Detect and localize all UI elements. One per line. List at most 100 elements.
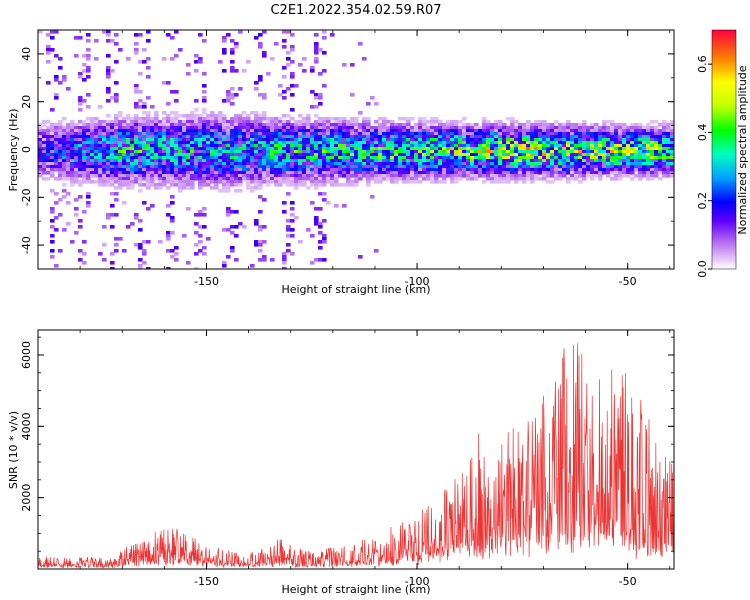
spectrogram-cell [506, 138, 511, 142]
spectrogram-cell [282, 171, 287, 175]
spectrogram-cell [78, 180, 83, 184]
spectrogram-cell [410, 174, 415, 178]
spectrogram-cell [550, 147, 555, 151]
spectrogram-cell [234, 144, 239, 148]
spectrogram-cell [310, 132, 315, 136]
spectrogram-cell [278, 183, 283, 187]
spectrogram-cell [170, 195, 175, 199]
spectrogram-cell [66, 126, 71, 130]
spectrogram-cell [342, 162, 347, 166]
spectrogram-cell [154, 123, 159, 127]
spectrogram-cell [62, 138, 67, 142]
spectrogram-cell [342, 168, 347, 172]
spectrogram-cell [334, 135, 339, 139]
spectrogram-cell [258, 126, 263, 130]
spectrogram-cell [170, 153, 175, 157]
spectrogram-cell [246, 60, 251, 64]
spectrogram-cell [170, 180, 175, 184]
spectrogram-cell [186, 72, 191, 76]
spectrogram-cell [86, 144, 91, 148]
spectrogram-cell [174, 147, 179, 151]
spectrogram-cell [174, 54, 179, 58]
spectrogram-cell [510, 126, 515, 130]
spectrogram-cell [254, 111, 259, 115]
spectrogram-cell [666, 132, 671, 136]
spectrogram-cell [290, 129, 295, 133]
spectrogram-cell [318, 165, 323, 169]
spectrogram-cell [282, 177, 287, 181]
spectrogram-cell [210, 126, 215, 130]
spectrogram-cell [382, 132, 387, 136]
spectrogram-cell [566, 123, 571, 127]
spectrogram-cell [90, 138, 95, 142]
spectrogram-cell [562, 159, 567, 163]
spectrogram-cell [666, 123, 671, 127]
spectrogram-cell [70, 132, 75, 136]
spectrogram-cell [278, 180, 283, 184]
spectrogram-cell [50, 108, 55, 112]
spectrogram-cell [102, 174, 107, 178]
spectrogram-cell [366, 120, 371, 124]
spectrogram-cell [122, 141, 127, 145]
spectrogram-cell [110, 252, 115, 256]
spectrogram-cell [98, 252, 103, 256]
spectrogram-cell [494, 129, 499, 133]
spectrogram-cell [362, 129, 367, 133]
spectrogram-cell [246, 174, 251, 178]
spectrogram-cell [74, 132, 79, 136]
spectrogram-cell [642, 171, 647, 175]
spectrogram-cell [154, 183, 159, 187]
spectrogram-cell [198, 141, 203, 145]
spectrogram-cell [318, 174, 323, 178]
spectrogram-cell [434, 135, 439, 139]
spectrogram-cell [158, 186, 163, 190]
spectrogram-cell [302, 162, 307, 166]
spectrogram-cell [650, 144, 655, 148]
spectrogram-cell [514, 147, 519, 151]
spectrogram-cell [450, 171, 455, 175]
spectrogram-cell [438, 135, 443, 139]
spectrogram-cell [502, 129, 507, 133]
spectrogram-cell [486, 120, 491, 124]
spectrogram-cell [246, 162, 251, 166]
spectrogram-cell [322, 150, 327, 154]
spectrogram-cell [454, 165, 459, 169]
spectrogram-cell [58, 120, 63, 124]
spectrogram-cell [494, 141, 499, 145]
spectrogram-cell [254, 114, 259, 118]
spectrogram-cell [282, 147, 287, 151]
spectrogram-cell [118, 147, 123, 151]
spectrogram-cell [418, 153, 423, 157]
spectrogram-cell [250, 177, 255, 181]
spectrogram-cell [262, 153, 267, 157]
spectrogram-cell [538, 162, 543, 166]
spectrogram-cell [170, 144, 175, 148]
spectrogram-cell [362, 165, 367, 169]
spectrogram-cell [194, 129, 199, 133]
spectrogram-cell [62, 132, 67, 136]
spectrogram-cell [78, 183, 83, 187]
spectrogram-cell [266, 132, 271, 136]
spectrogram-cell [350, 132, 355, 136]
spectrogram-cell [646, 150, 651, 154]
spectrogram-cell [422, 174, 427, 178]
spectrogram-cell [470, 132, 475, 136]
spectrogram-cell [222, 138, 227, 142]
spectrogram-cell [558, 165, 563, 169]
spectrogram-cell [326, 126, 331, 130]
spectrogram-cell [350, 138, 355, 142]
spectrogram-cell [498, 156, 503, 160]
spectrogram-cell [474, 171, 479, 175]
spectrogram-cell [418, 162, 423, 166]
spectrogram-cell [122, 117, 127, 121]
spectrogram-cell [570, 162, 575, 166]
spectrogram-cell [542, 162, 547, 166]
spectrogram-cell [314, 222, 319, 226]
spectrogram-cell [614, 174, 619, 178]
spectrogram-cell [294, 165, 299, 169]
spectrogram-cell [98, 174, 103, 178]
spectrogram-cell [454, 150, 459, 154]
spectrogram-cell [166, 129, 171, 133]
spectrogram-cell [194, 99, 199, 103]
spectrogram-cell [414, 144, 419, 148]
